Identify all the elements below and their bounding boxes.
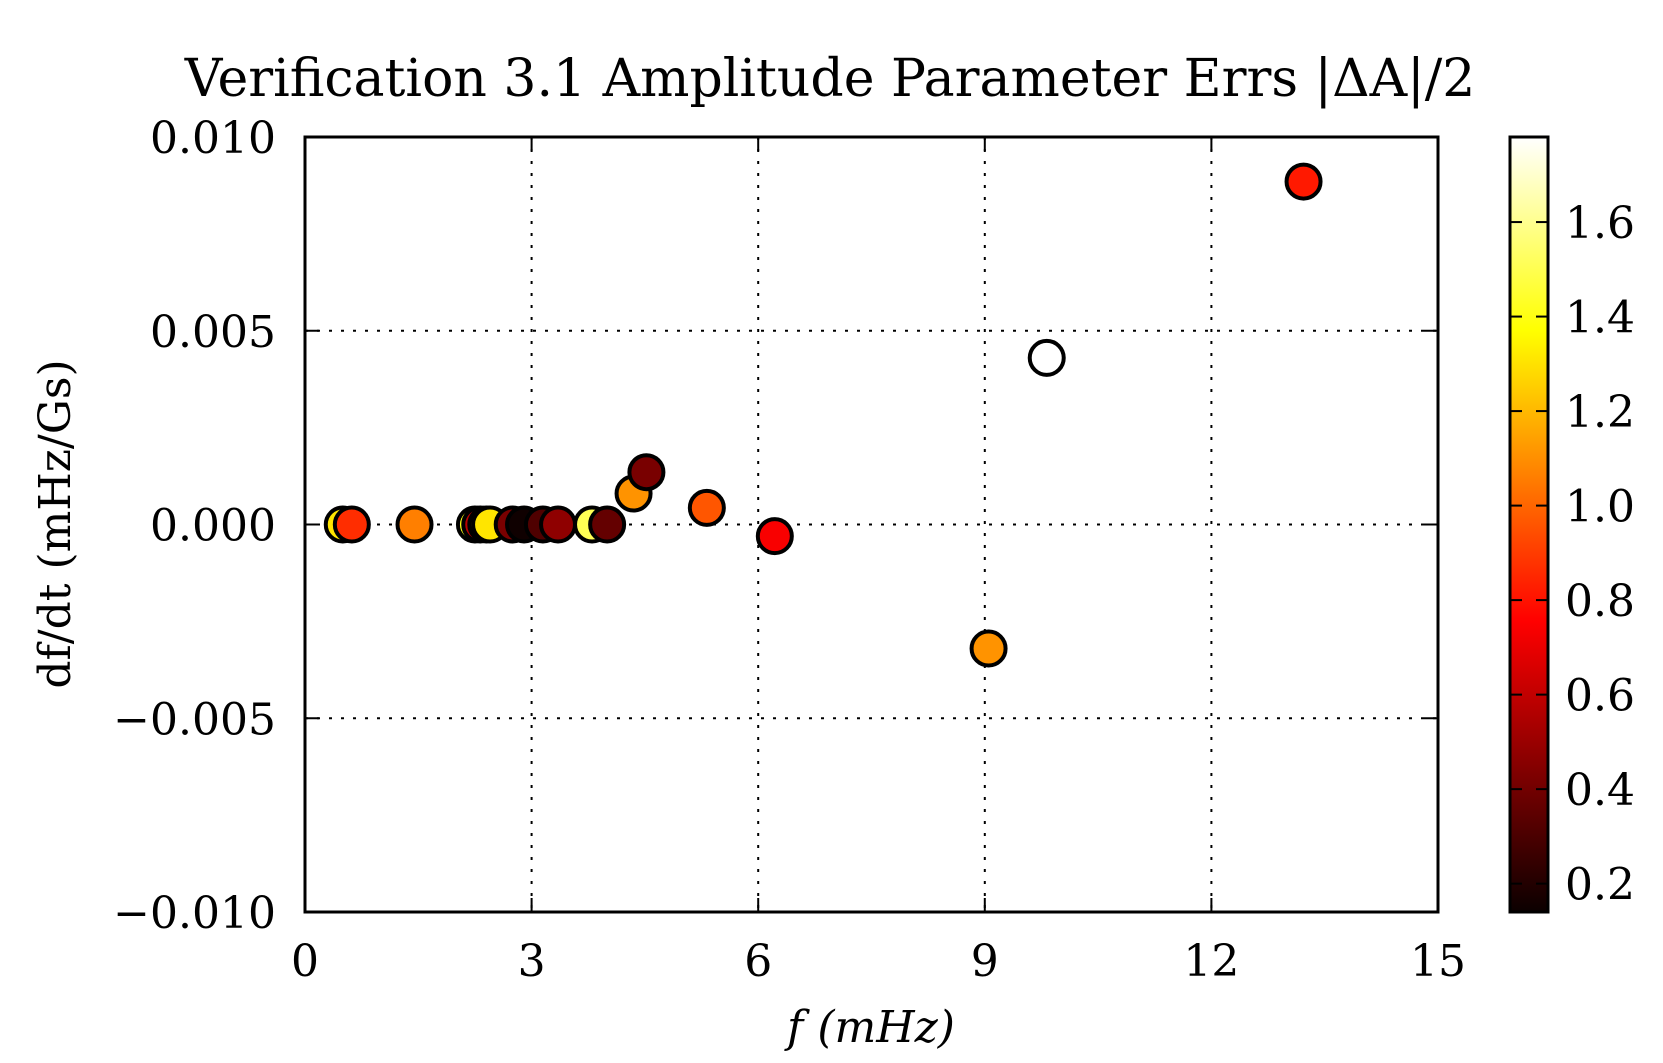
x-tick-label: 9 <box>971 936 999 987</box>
y-tick-label: 0.010 <box>150 113 276 164</box>
y-tick-label: 0.000 <box>150 501 276 552</box>
axis-ticks: 0 3 6 9 12 15 −0.010 −0.005 0.000 0.005 0.010 <box>113 113 1466 987</box>
y-tick-label: −0.005 <box>113 694 276 745</box>
colorbar-tick-label: 0.2 <box>1565 860 1635 911</box>
x-axis-label: f (mHz) <box>784 1002 955 1053</box>
y-axis-label: df/dt (mHz/Gs) <box>30 359 81 688</box>
colorbar-tick-label: 0.6 <box>1565 671 1635 722</box>
scatter-point <box>627 453 666 492</box>
x-tick-label: 6 <box>744 936 772 987</box>
colorbar-tick-label: 1.0 <box>1565 482 1635 533</box>
scatter-point <box>332 505 371 544</box>
x-tick-label: 12 <box>1183 936 1239 987</box>
colorbar-tick-label: 0.8 <box>1565 576 1635 627</box>
colorbar-tick-label: 0.4 <box>1565 765 1635 816</box>
colorbar <box>1508 135 1550 914</box>
grid <box>305 137 1438 912</box>
colorbar-tick-label: 1.4 <box>1565 293 1635 344</box>
x-tick-label: 0 <box>291 936 319 987</box>
scatter-point <box>588 505 627 544</box>
x-tick-label: 3 <box>518 936 546 987</box>
scatter-point <box>395 505 434 544</box>
scatter-point <box>1284 162 1323 201</box>
colorbar-ticks: 0.2 0.4 0.6 0.8 1.0 1.2 1.4 1.6 <box>1510 198 1635 911</box>
x-tick-label: 15 <box>1410 936 1466 987</box>
scatter-point <box>539 505 578 544</box>
colorbar-tick-label: 1.6 <box>1565 198 1635 249</box>
y-tick-label: −0.010 <box>113 888 276 939</box>
colorbar-tick-label: 1.2 <box>1565 387 1635 438</box>
scatter-point <box>969 629 1008 668</box>
chart-title: Verification 3.1 Amplitude Parameter Err… <box>184 49 1476 109</box>
scatter-point <box>1027 338 1066 377</box>
scatter-point <box>687 488 726 527</box>
data-points <box>323 162 1323 668</box>
scatter-point <box>755 517 794 556</box>
y-tick-label: 0.005 <box>150 307 276 358</box>
